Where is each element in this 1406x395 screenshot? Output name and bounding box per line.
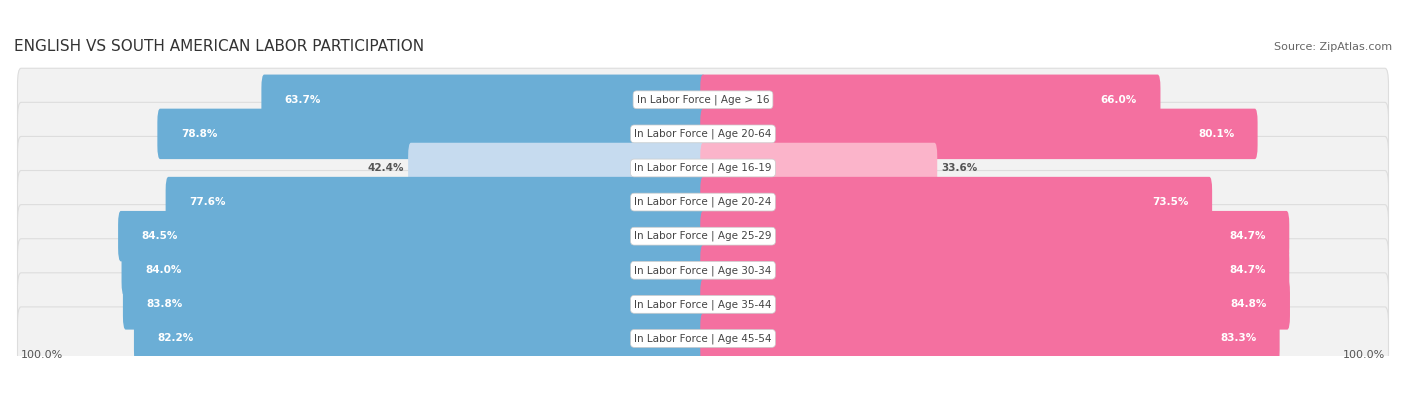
FancyBboxPatch shape [700,279,1289,329]
FancyBboxPatch shape [408,143,706,193]
Text: In Labor Force | Age > 16: In Labor Force | Age > 16 [637,94,769,105]
FancyBboxPatch shape [157,109,706,159]
Text: 78.8%: 78.8% [181,129,217,139]
Text: 80.1%: 80.1% [1198,129,1234,139]
Text: 84.8%: 84.8% [1230,299,1267,309]
FancyBboxPatch shape [121,245,706,295]
FancyBboxPatch shape [17,171,1389,233]
FancyBboxPatch shape [134,313,706,364]
Text: 100.0%: 100.0% [1343,350,1385,361]
FancyBboxPatch shape [700,245,1289,295]
Text: 100.0%: 100.0% [21,350,63,361]
FancyBboxPatch shape [700,75,1160,125]
Text: 33.6%: 33.6% [942,163,977,173]
FancyBboxPatch shape [700,177,1212,227]
Text: In Labor Force | Age 20-64: In Labor Force | Age 20-64 [634,129,772,139]
FancyBboxPatch shape [122,279,706,329]
Text: In Labor Force | Age 25-29: In Labor Force | Age 25-29 [634,231,772,241]
Text: 84.7%: 84.7% [1229,231,1265,241]
FancyBboxPatch shape [17,68,1389,131]
FancyBboxPatch shape [700,143,938,193]
FancyBboxPatch shape [17,102,1389,166]
Text: 42.4%: 42.4% [367,163,404,173]
Text: 84.0%: 84.0% [145,265,181,275]
FancyBboxPatch shape [17,273,1389,336]
Text: 84.5%: 84.5% [142,231,179,241]
FancyBboxPatch shape [17,205,1389,268]
FancyBboxPatch shape [700,109,1257,159]
Text: 82.2%: 82.2% [157,333,194,344]
FancyBboxPatch shape [17,136,1389,199]
Text: 84.7%: 84.7% [1229,265,1265,275]
FancyBboxPatch shape [166,177,706,227]
Text: 83.8%: 83.8% [146,299,183,309]
FancyBboxPatch shape [700,211,1289,261]
Text: 73.5%: 73.5% [1153,197,1188,207]
Text: ENGLISH VS SOUTH AMERICAN LABOR PARTICIPATION: ENGLISH VS SOUTH AMERICAN LABOR PARTICIP… [14,40,425,55]
Text: In Labor Force | Age 45-54: In Labor Force | Age 45-54 [634,333,772,344]
FancyBboxPatch shape [262,75,706,125]
Text: Source: ZipAtlas.com: Source: ZipAtlas.com [1274,42,1392,52]
FancyBboxPatch shape [17,307,1389,370]
Text: 77.6%: 77.6% [188,197,225,207]
FancyBboxPatch shape [700,313,1279,364]
FancyBboxPatch shape [17,239,1389,302]
Text: 83.3%: 83.3% [1220,333,1256,344]
Text: In Labor Force | Age 30-34: In Labor Force | Age 30-34 [634,265,772,276]
FancyBboxPatch shape [118,211,706,261]
Text: 66.0%: 66.0% [1101,95,1137,105]
Text: In Labor Force | Age 20-24: In Labor Force | Age 20-24 [634,197,772,207]
Text: 63.7%: 63.7% [285,95,321,105]
Text: In Labor Force | Age 16-19: In Labor Force | Age 16-19 [634,163,772,173]
Text: In Labor Force | Age 35-44: In Labor Force | Age 35-44 [634,299,772,310]
